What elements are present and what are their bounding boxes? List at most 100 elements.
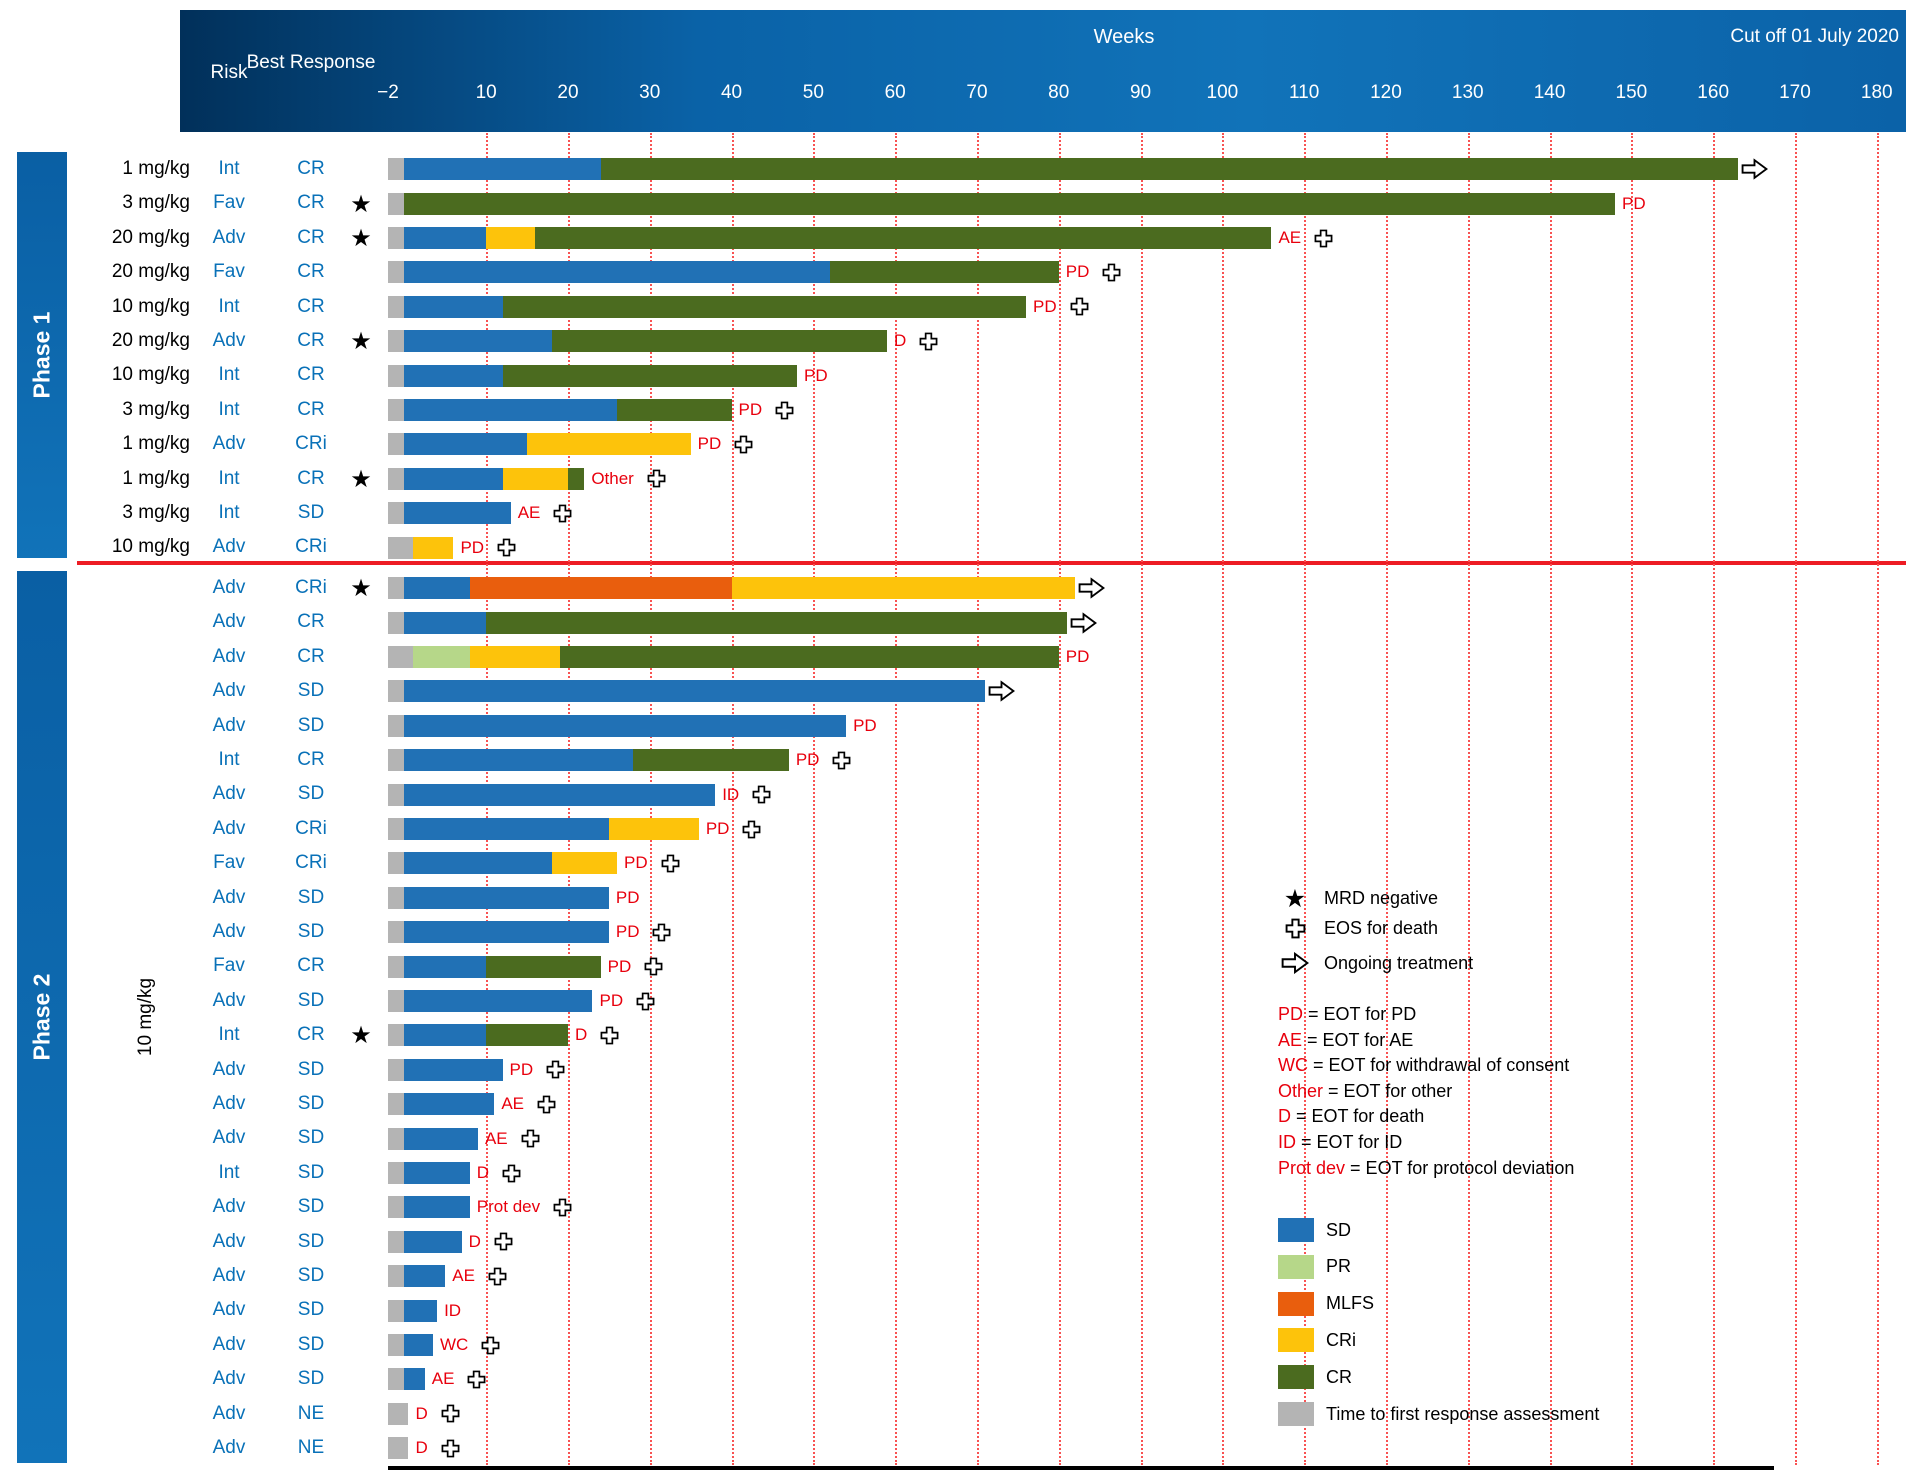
eos-cross-icon (1278, 918, 1312, 939)
legend-abbr-item: PD = EOT for PD (1278, 1004, 1416, 1025)
bar-segment-SD (404, 1058, 503, 1081)
legend-swatch-CRi (1278, 1328, 1314, 1353)
eot-annotation: Prot dev (477, 1197, 572, 1217)
dose-label: 3 mg/kg (122, 192, 190, 214)
legend-color-label: PR (1326, 1256, 1352, 1277)
bar-segment-TTFR (388, 433, 405, 456)
eot-label: D (415, 1403, 428, 1423)
bar-segment-SD (404, 1093, 495, 1116)
eot-label: PD (1622, 193, 1646, 213)
gridline (1140, 133, 1143, 1465)
eot-label: D (468, 1231, 481, 1251)
gridline (1222, 133, 1225, 1465)
response-label: CR (297, 955, 325, 977)
risk-label: Adv (212, 1402, 246, 1424)
eos-death-cross-icon (441, 1439, 460, 1458)
bar-segment-TTFR (388, 955, 405, 978)
legend-color-label: SD (1326, 1219, 1352, 1240)
risk-label: Adv (212, 1299, 246, 1321)
bar-segment-SD (404, 990, 593, 1012)
legend-swatch-SD (1278, 1218, 1314, 1242)
bar-segment-SD (404, 955, 487, 978)
risk-label: Adv (212, 433, 246, 455)
risk-label: Adv (212, 1333, 246, 1355)
gridline (1549, 133, 1552, 1465)
bar-segment-SD (404, 1196, 470, 1219)
abbr-definition: = EOT for withdrawal of consent (1308, 1055, 1570, 1076)
x-axis-tick: 180 (1860, 82, 1893, 103)
gridline (1385, 133, 1388, 1465)
response-label: SD (297, 680, 325, 702)
eot-annotation: PD (739, 400, 795, 420)
ongoing-arrow-icon (1741, 158, 1768, 180)
gridline (895, 133, 898, 1465)
eot-label: PD (1033, 296, 1057, 316)
x-axis-tick: −2 (377, 82, 399, 103)
eos-death-cross-icon (553, 504, 572, 523)
eos-death-cross-icon (636, 992, 655, 1011)
x-axis-tick: 120 (1370, 82, 1402, 103)
bar-segment-TTFR (388, 1196, 405, 1219)
phase-dose-label: 10 mg/kg (135, 977, 156, 1057)
response-label: SD (297, 1368, 325, 1390)
eot-annotation: PD (1622, 194, 1646, 214)
response-label: NE (297, 1437, 325, 1458)
ongoing-arrow-icon (1278, 952, 1312, 974)
eot-label: PD (1065, 262, 1090, 282)
gridline (1058, 133, 1061, 1465)
eos-death-cross-icon (742, 820, 761, 839)
gridline (1631, 133, 1634, 1465)
eot-annotation: PD (1066, 647, 1090, 667)
risk-label: Adv (212, 1127, 246, 1149)
eos-death-cross-icon (494, 1232, 513, 1251)
eot-label: Prot dev (476, 1197, 541, 1217)
eos-death-cross-icon (647, 469, 666, 488)
eot-label: PD (795, 750, 820, 770)
eos-death-cross-icon (481, 1336, 500, 1355)
dose-label: 3 mg/kg (122, 502, 190, 523)
bar-segment-SD (404, 1230, 462, 1253)
bar-segment-SD (404, 364, 503, 387)
phase-sidebar (17, 571, 67, 1463)
bar-segment-SD (404, 1024, 487, 1047)
risk-label: Int (218, 749, 240, 770)
response-label: CR (297, 611, 325, 633)
bar-segment-TTFR (388, 227, 405, 249)
risk-label: Adv (212, 611, 246, 633)
eot-label: AE (501, 1094, 525, 1114)
risk-label: Adv (212, 536, 246, 558)
bar-segment-TTFR (388, 990, 405, 1012)
response-label: NE (297, 1402, 325, 1424)
response-label: SD (297, 886, 325, 908)
risk-label: Fav (213, 192, 245, 214)
eot-label: AE (1278, 228, 1302, 247)
mrd-star-icon: ★ (350, 1021, 372, 1050)
risk-label: Adv (212, 1196, 246, 1218)
eos-death-cross-icon (1102, 263, 1121, 282)
risk-label: Int (218, 467, 240, 489)
bar-segment-SD (404, 680, 986, 703)
eos-death-cross-icon (734, 435, 753, 454)
eot-label: AE (452, 1266, 475, 1286)
x-axis-tick: 130 (1451, 82, 1484, 103)
risk-label: Adv (212, 1058, 246, 1080)
eot-annotation: PD (624, 853, 680, 873)
legend-marker-label: Ongoing treatment (1324, 952, 1474, 973)
bar-segment-CR (535, 227, 1272, 249)
response-label: CR (297, 1024, 325, 1046)
bar-segment-TTFR (388, 1437, 409, 1460)
x-axis-tick: 20 (557, 82, 579, 103)
risk-label: Fav (213, 852, 245, 874)
eos-death-cross-icon (1314, 229, 1333, 248)
response-label: SD (297, 1161, 325, 1183)
eos-death-cross-icon (644, 957, 663, 976)
bar-segment-TTFR (388, 783, 405, 806)
x-axis-baseline (388, 1466, 1774, 1470)
bar-segment-CR (600, 158, 1738, 181)
bar-segment-SD (404, 749, 634, 772)
bar-segment-SD (404, 467, 503, 490)
bar-segment-TTFR (388, 611, 405, 634)
response-label: SD (297, 989, 325, 1011)
dose-label: 10 mg/kg (111, 364, 190, 386)
risk-label: Adv (212, 1437, 246, 1458)
